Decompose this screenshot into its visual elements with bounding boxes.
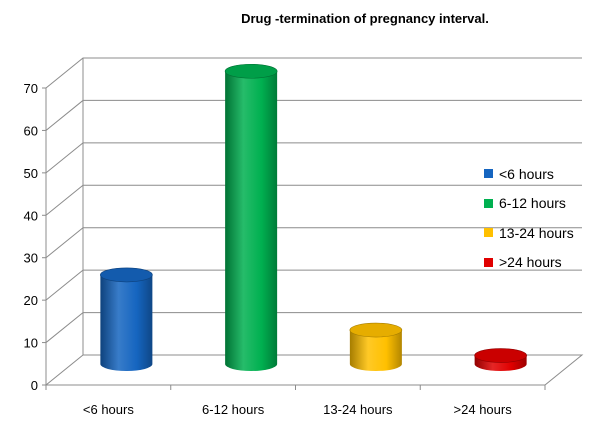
bar-top [100,267,153,283]
gridline [45,142,582,174]
legend: <6 hours 6-12 hours 13-24 hours >24 hours [484,159,574,277]
x-tick-label: 6-12 hours [202,402,265,417]
bar [474,348,527,372]
bar-body [100,274,153,372]
bar [349,322,403,372]
x-tick-label: 13-24 hours [323,402,393,417]
legend-label: 13-24 hours [499,224,574,241]
legend-swatch [484,228,493,238]
chart-title: Drug -termination of pregnancy interval. [241,11,489,26]
legend-swatch [484,198,493,208]
floor [44,354,584,386]
y-tick-label: 40 [24,208,38,223]
bar-top [349,322,403,338]
gridline [45,269,582,301]
y-tick-label: 10 [24,336,38,351]
legend-item: 13-24 hours [484,218,574,248]
gridline [45,184,582,216]
y-tick-label: 20 [24,293,38,308]
gridlines [45,57,582,343]
legend-item: 6-12 hours [484,189,574,219]
x-tick-label: >24 hours [454,402,513,417]
legend-item: <6 hours [484,159,574,189]
bars [100,63,527,372]
y-tick-label: 30 [24,251,38,266]
gridline [45,227,582,259]
bar-body [349,330,402,372]
legend-label: 6-12 hours [499,195,566,212]
legend-item: >24 hours [484,248,574,278]
legend-swatch [484,169,493,179]
bar-top [474,348,527,363]
y-tick-label: 0 [31,378,38,393]
y-tick-label: 50 [24,166,38,181]
bar-top [224,63,278,79]
legend-swatch [484,257,493,267]
y-tick-label: 70 [24,81,38,96]
legend-label: <6 hours [499,165,554,182]
chart-frame [44,58,584,386]
bar [224,63,278,372]
y-tick-label: 60 [24,123,38,138]
gridline [45,57,582,89]
bar-body [225,71,278,372]
legend-label: >24 hours [499,254,562,271]
x-axis-ticks: <6 hours 6-12 hours 13-24 hours >24 hours [45,385,546,417]
bar [100,267,153,372]
gridline [45,99,582,131]
y-axis-ticks: 0 10 20 30 40 50 60 70 [24,81,46,393]
x-tick-label: <6 hours [83,402,134,417]
gridline [45,312,582,343]
